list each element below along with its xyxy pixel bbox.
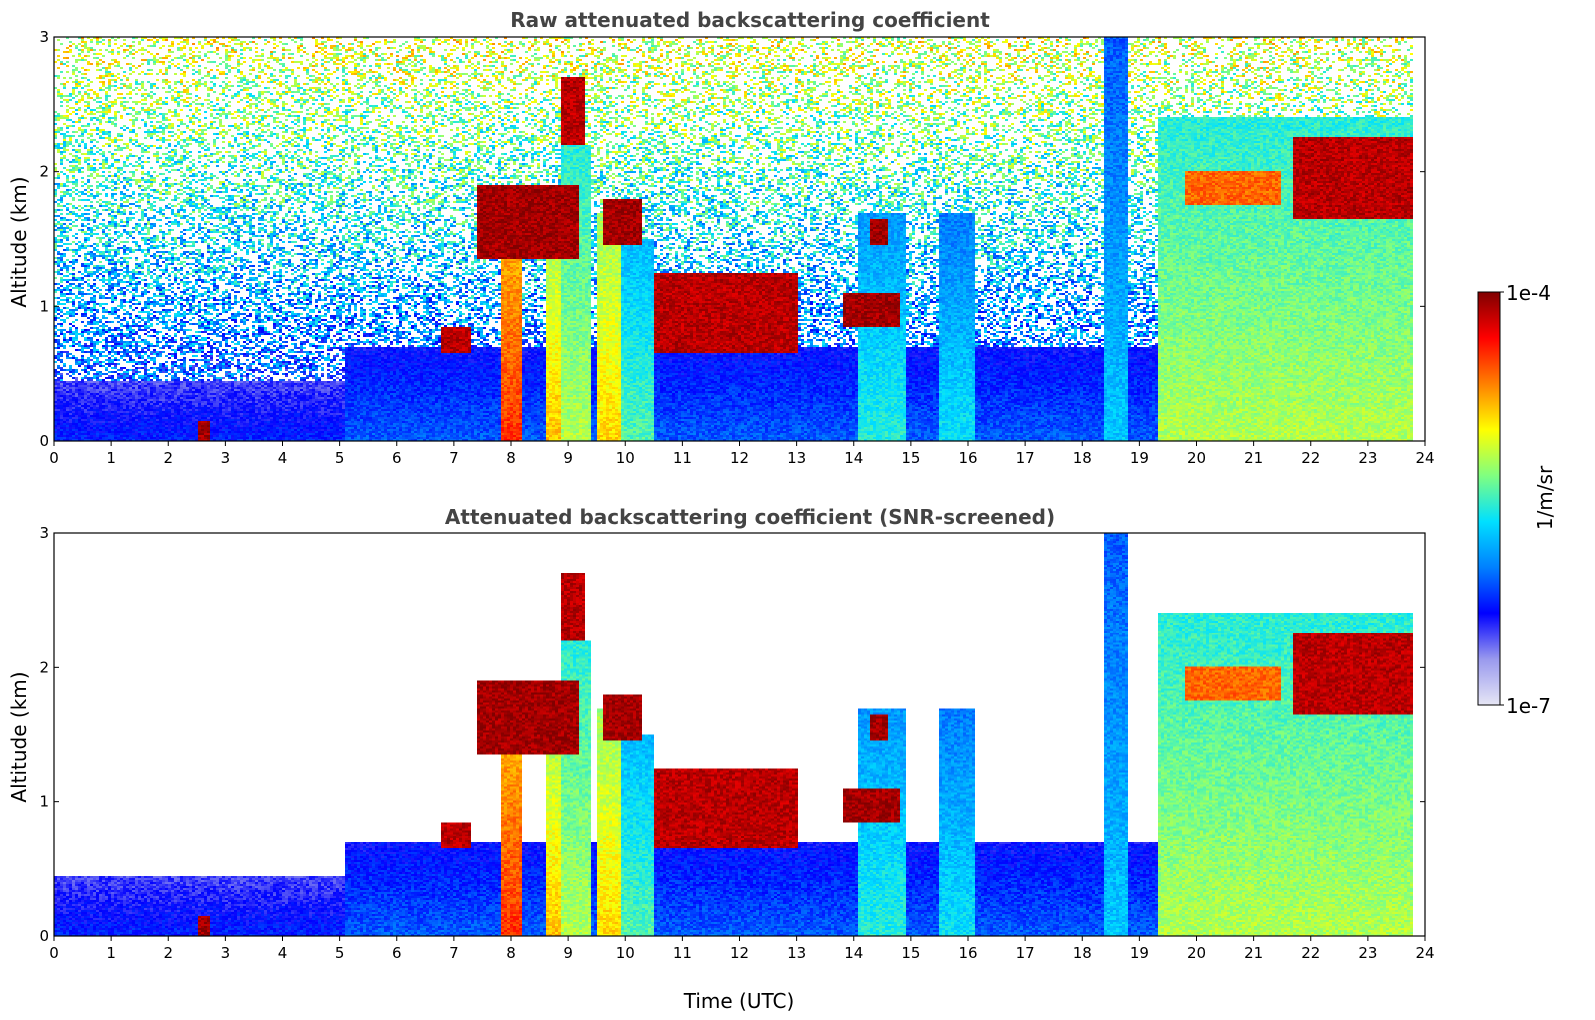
y-tick-label: 0 — [39, 927, 49, 945]
x-tick-label: 0 — [49, 944, 59, 962]
x-tick-label: 14 — [844, 944, 863, 962]
heatmap-raw-container — [54, 37, 1425, 441]
heatmap-canvas — [54, 533, 1425, 936]
x-tick-label: 10 — [616, 944, 635, 962]
x-tick-label: 13 — [787, 449, 806, 467]
x-tick-label: 12 — [730, 449, 749, 467]
heatmap-screened-container — [54, 533, 1425, 936]
x-tick-label: 19 — [1130, 449, 1149, 467]
x-tick-label: 15 — [901, 449, 920, 467]
colorbar-scale — [1477, 291, 1501, 706]
x-tick-label: 14 — [844, 449, 863, 467]
y-tick-label: 1 — [39, 793, 49, 811]
colorbar-max-label: 1e-4 — [1506, 281, 1551, 305]
x-tick-label: 3 — [221, 449, 231, 467]
x-tick-label: 3 — [221, 944, 231, 962]
panel-screened: Attenuated backscattering coefficient (S… — [7, 505, 1435, 1013]
x-tick-label: 12 — [730, 944, 749, 962]
panel-title: Raw attenuated backscattering coefficien… — [510, 8, 990, 32]
x-tick-label: 5 — [335, 449, 345, 467]
x-tick-label: 6 — [392, 449, 402, 467]
x-tick-label: 7 — [449, 944, 459, 962]
y-tick-label: 1 — [39, 297, 49, 315]
x-tick-label: 22 — [1301, 944, 1320, 962]
y-axis-label: Altitude (km) — [7, 176, 31, 307]
panel-title: Attenuated backscattering coefficient (S… — [445, 505, 1055, 529]
y-tick-label: 3 — [39, 28, 49, 46]
y-tick-label: 0 — [39, 432, 49, 450]
x-tick-label: 17 — [1016, 449, 1035, 467]
axis-ticks: 0 1 2 3 4 5 6 7 8 9 10 11 12 13 14 15 16 17 18 19 20 21 22 23 24… — [39, 28, 1434, 467]
x-tick-label: 5 — [335, 944, 345, 962]
x-tick-label: 10 — [616, 449, 635, 467]
x-tick-label: 11 — [673, 449, 692, 467]
colorbar-min-label: 1e-7 — [1506, 694, 1551, 718]
x-tick-label: 4 — [278, 449, 288, 467]
x-axis-label: Time (UTC) — [683, 989, 795, 1013]
x-tick-label: 21 — [1244, 449, 1263, 467]
colorbar: 1e-4 1e-7 1/m/sr — [1477, 281, 1557, 718]
x-tick-label: 2 — [163, 944, 173, 962]
axis-ticks: 0 1 2 3 4 5 6 7 8 9 10 11 12 13 14 15 16 17 18 19 20 21 22 23 24… — [39, 524, 1434, 962]
panel-raw: Raw attenuated backscattering coefficien… — [7, 8, 1435, 467]
x-tick-label: 24 — [1415, 449, 1434, 467]
x-tick-label: 24 — [1415, 944, 1434, 962]
x-tick-label: 18 — [1073, 449, 1092, 467]
heatmap-canvas — [54, 37, 1425, 441]
x-tick-label: 23 — [1358, 944, 1377, 962]
colorbar-label: 1/m/sr — [1533, 465, 1557, 530]
y-tick-label: 3 — [39, 524, 49, 542]
x-tick-label: 2 — [163, 449, 173, 467]
x-tick-label: 1 — [106, 944, 116, 962]
x-tick-label: 9 — [563, 944, 573, 962]
x-tick-label: 20 — [1187, 449, 1206, 467]
x-tick-label: 0 — [49, 449, 59, 467]
y-tick-label: 2 — [39, 658, 49, 676]
x-tick-label: 22 — [1301, 449, 1320, 467]
x-tick-label: 16 — [958, 944, 977, 962]
x-tick-label: 19 — [1130, 944, 1149, 962]
x-tick-label: 8 — [506, 449, 516, 467]
x-tick-label: 4 — [278, 944, 288, 962]
x-tick-label: 17 — [1016, 944, 1035, 962]
x-tick-label: 23 — [1358, 449, 1377, 467]
x-tick-label: 11 — [673, 944, 692, 962]
x-tick-label: 21 — [1244, 944, 1263, 962]
y-tick-label: 2 — [39, 163, 49, 181]
x-tick-label: 6 — [392, 944, 402, 962]
y-axis-label: Altitude (km) — [7, 671, 31, 802]
x-tick-label: 20 — [1187, 944, 1206, 962]
x-tick-label: 18 — [1073, 944, 1092, 962]
x-tick-label: 13 — [787, 944, 806, 962]
x-tick-label: 1 — [106, 449, 116, 467]
x-tick-label: 7 — [449, 449, 459, 467]
x-tick-label: 8 — [506, 944, 516, 962]
x-tick-label: 9 — [563, 449, 573, 467]
x-tick-label: 15 — [901, 944, 920, 962]
x-tick-label: 16 — [958, 449, 977, 467]
